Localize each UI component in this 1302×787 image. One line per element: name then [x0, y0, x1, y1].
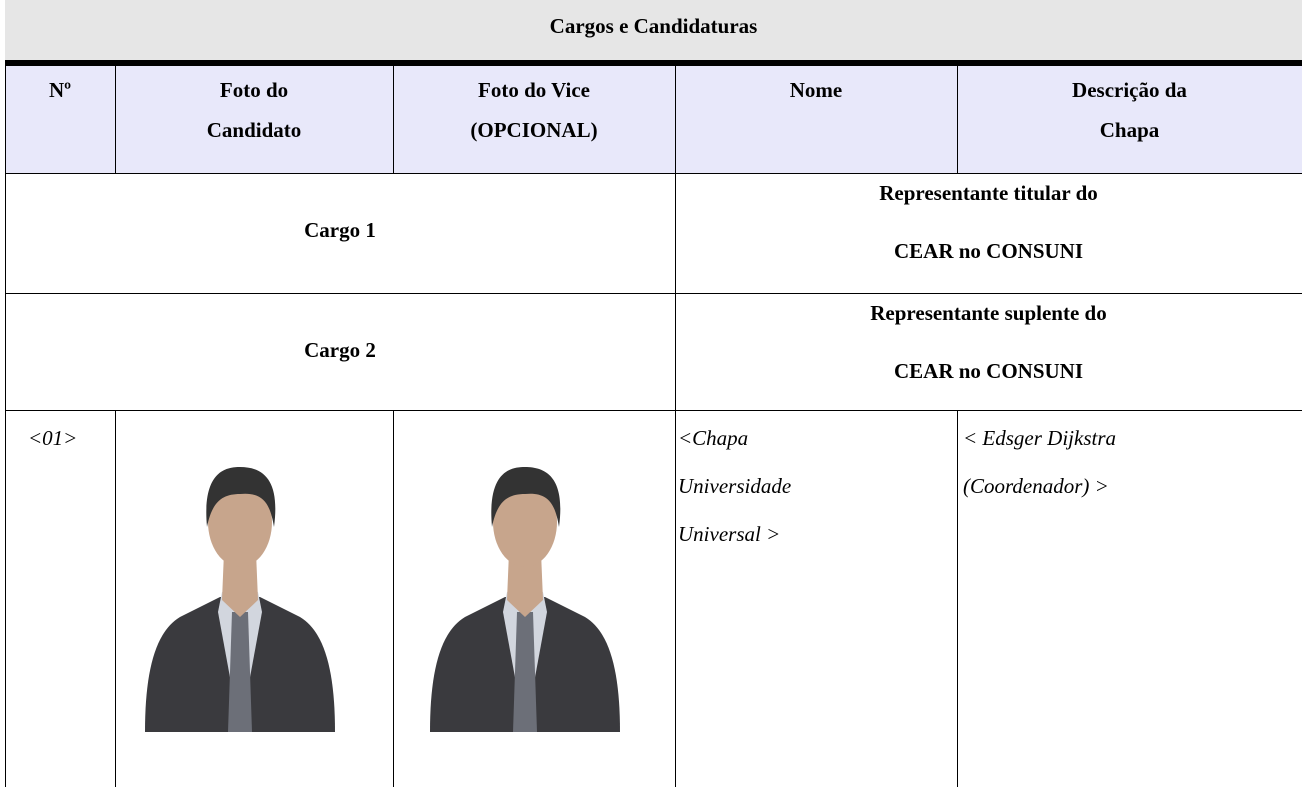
header-text: Nome	[789, 78, 843, 102]
candidate-number: <01>	[28, 426, 78, 450]
candidate-description: < Edsger Dijkstra	[963, 426, 1116, 450]
header-row	[5, 66, 1302, 173]
candidate-description: (Coordenador) >	[963, 474, 1109, 498]
cargo-description: Representante titular do	[879, 181, 1098, 205]
cargo-description: CEAR no CONSUNI	[893, 239, 1084, 263]
cargo-description: CEAR no CONSUNI	[893, 359, 1084, 383]
candidate-name: Universal >	[678, 522, 781, 546]
candidate-photo	[145, 467, 335, 732]
candidate-name: <Chapa	[678, 426, 749, 450]
cargo-description: Representante suplente do	[870, 301, 1107, 325]
title: Cargos e Candidaturas	[549, 14, 758, 38]
header-text: Foto do	[219, 78, 289, 102]
header-text: Candidato	[206, 118, 302, 142]
header-text: Nº	[48, 78, 72, 102]
vice-photo	[430, 467, 620, 732]
candidate-name: Universidade	[678, 474, 792, 498]
header-text: (OPCIONAL)	[470, 118, 598, 142]
title-rule	[5, 60, 1302, 66]
header-text: Chapa	[1099, 118, 1160, 142]
header-text: Descrição da	[1072, 78, 1187, 102]
cargo-label: Cargo 1	[304, 218, 376, 242]
header-text: Foto do Vice	[478, 78, 590, 102]
title-bar	[5, 0, 1302, 60]
cargo-label: Cargo 2	[304, 338, 376, 362]
